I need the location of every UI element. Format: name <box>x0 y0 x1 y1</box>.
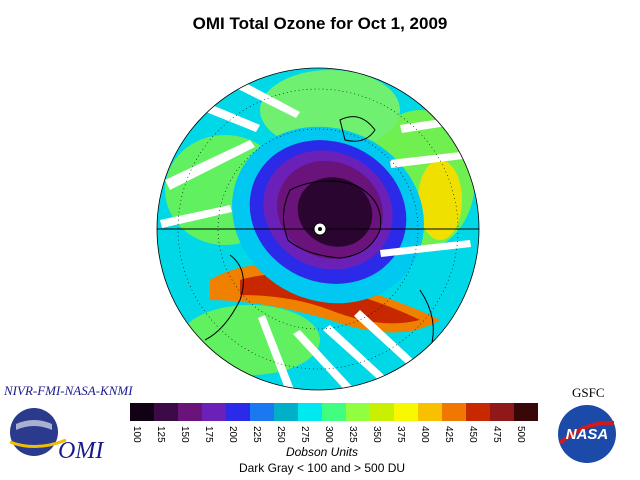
map-title: OMI Total Ozone for Oct 1, 2009 <box>192 14 448 33</box>
colorbar-label: 375 <box>395 426 406 443</box>
ozone-field-yellow <box>418 160 462 240</box>
colorbar-swatch <box>442 403 466 421</box>
colorbar-swatch <box>322 403 346 421</box>
map-boundary <box>156 67 480 391</box>
south-pole-marker-dot <box>318 227 322 231</box>
colorbar-label: 400 <box>419 426 430 443</box>
colorbar-label: 100 <box>131 426 142 443</box>
omi-logo: OMI <box>9 408 104 464</box>
colorbar-swatch <box>202 403 226 421</box>
colorbar-label: 450 <box>467 426 478 443</box>
credit-left: NIVR-FMI-NASA-KNMI <box>4 383 133 398</box>
units-label: Dobson Units <box>285 445 359 459</box>
australia-outline <box>339 116 376 142</box>
colorbar-swatch <box>298 403 322 421</box>
colorbar-label: 125 <box>155 426 166 443</box>
colorbar-swatch <box>226 403 250 421</box>
colorbar-swatch <box>250 403 274 421</box>
colorbar-label: 500 <box>515 426 526 443</box>
colorbar-swatch <box>514 403 538 421</box>
colorbar-label: 425 <box>443 426 454 443</box>
colorbar-label: 225 <box>251 426 262 443</box>
colorbar-swatch <box>490 403 514 421</box>
colorbar-swatch <box>466 403 490 421</box>
colorbar-label: 350 <box>371 426 382 443</box>
colorbar-swatch <box>274 403 298 421</box>
south-america-outline <box>204 254 244 341</box>
colorbar-label: 275 <box>299 426 310 443</box>
colorbar-label: 325 <box>347 426 358 443</box>
colorbar-label: 300 <box>323 426 334 443</box>
antarctica-outline <box>283 180 382 259</box>
colorbar-swatch <box>370 403 394 421</box>
colorbar-swatch <box>130 403 154 421</box>
nasa-logo: NASA <box>558 405 616 463</box>
colorbar-label: 150 <box>179 426 190 443</box>
credit-right: GSFC <box>572 385 605 400</box>
colorbar-swatch <box>154 403 178 421</box>
colorbar-swatch <box>346 403 370 421</box>
colorbar-swatch <box>418 403 442 421</box>
colorbar-label: 475 <box>491 426 502 443</box>
colorbar-swatch <box>178 403 202 421</box>
colorbar-label: 175 <box>203 426 214 443</box>
colorbar-label: 200 <box>227 426 238 443</box>
range-note: Dark Gray < 100 and > 500 DU <box>238 461 406 475</box>
colorbar-swatch <box>394 403 418 421</box>
colorbar-label: 250 <box>275 426 286 443</box>
nasa-logo-text: NASA <box>566 426 609 443</box>
omi-logo-text: OMI <box>58 438 104 464</box>
